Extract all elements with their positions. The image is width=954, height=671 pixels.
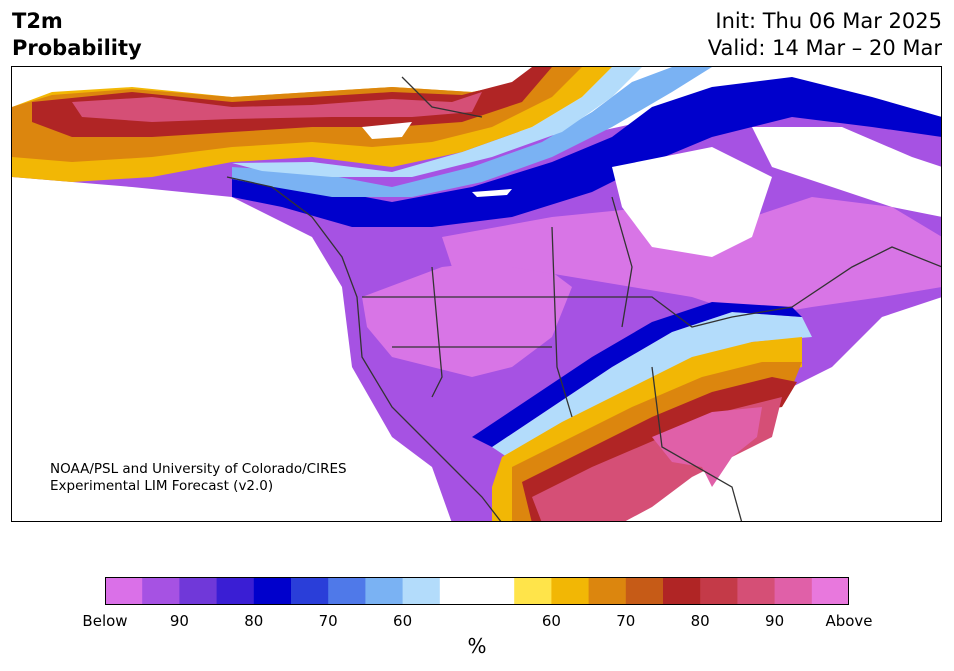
colorbar-swatch [179, 577, 218, 605]
colorbar-swatch [514, 577, 552, 605]
magenta-region-southeast [652, 407, 762, 487]
colorbar-swatch [625, 577, 664, 605]
init-date: Init: Thu 06 Mar 2025 [715, 9, 942, 33]
colorbar [105, 577, 849, 605]
pink-region-alaska [72, 92, 482, 122]
colorbar-swatch [439, 577, 478, 605]
colorbar-tick-label: 90 [169, 612, 189, 630]
date-info: Init: Thu 06 Mar 2025 Valid: 14 Mar – 20… [708, 8, 942, 62]
map-panel: NOAA/PSL and University of Colorado/CIRE… [11, 66, 942, 522]
colorbar-swatch [105, 577, 143, 605]
political-boundaries [226, 76, 941, 521]
colorbar-tick-label: 70 [318, 612, 338, 630]
colorbar-swatch [551, 577, 590, 605]
colorbar-swatch [291, 577, 329, 605]
colorbar-swatch [700, 577, 738, 605]
colorbar-swatch [328, 577, 366, 605]
colorbar-labels: Below 90 80 70 60 60 70 80 90 Above [0, 612, 954, 632]
valid-range: Valid: 14 Mar – 20 Mar [707, 36, 942, 60]
colorbar-tick-label: 70 [616, 612, 636, 630]
colorbar-tick-label: 60 [393, 612, 413, 630]
colorbar-swatch [253, 577, 292, 605]
credit-line-2: Experimental LIM Forecast (v2.0) [50, 478, 274, 494]
colorbar-border [105, 577, 849, 605]
colorbar-tick-label: 90 [765, 612, 785, 630]
near-normal-patch-greenland [752, 127, 941, 217]
near-normal-patch-hudson-bay [612, 147, 772, 257]
colorbar-swatch [216, 577, 255, 605]
map-title: T2m Probability [12, 8, 142, 62]
colorbar-tick-label: Below [82, 612, 128, 630]
colorbar-swatch [402, 577, 441, 605]
colorbar-unit: % [467, 634, 487, 658]
colorbar-tick-label: 80 [690, 612, 710, 630]
colorbar-tick-label: 80 [244, 612, 264, 630]
light-blue-band-north [232, 67, 712, 197]
credit-text: NOAA/PSL and University of Colorado/CIRE… [50, 461, 347, 495]
colorbar-swatch [588, 577, 627, 605]
blue-band-north [232, 77, 941, 227]
colorbar-swatch [774, 577, 813, 605]
colorbar-swatch [663, 577, 701, 605]
colorbar-swatch [811, 577, 849, 605]
colorbar-swatch [365, 577, 404, 605]
colorbar-tick-label: 60 [541, 612, 561, 630]
near-normal-patch-canada [362, 122, 412, 139]
colorbar-swatch [142, 577, 180, 605]
colorbar-tick-label: Above [825, 612, 873, 630]
near-normal-patch-lake [472, 189, 512, 197]
probability-map [12, 67, 941, 521]
colorbar-swatch [477, 577, 515, 605]
title-variable: T2m [12, 9, 63, 33]
title-product: Probability [12, 36, 142, 60]
light-purple-region-canada [442, 197, 941, 317]
credit-line-1: NOAA/PSL and University of Colorado/CIRE… [50, 461, 347, 477]
blue-band-south [472, 302, 802, 447]
colorbar-swatch [737, 577, 776, 605]
